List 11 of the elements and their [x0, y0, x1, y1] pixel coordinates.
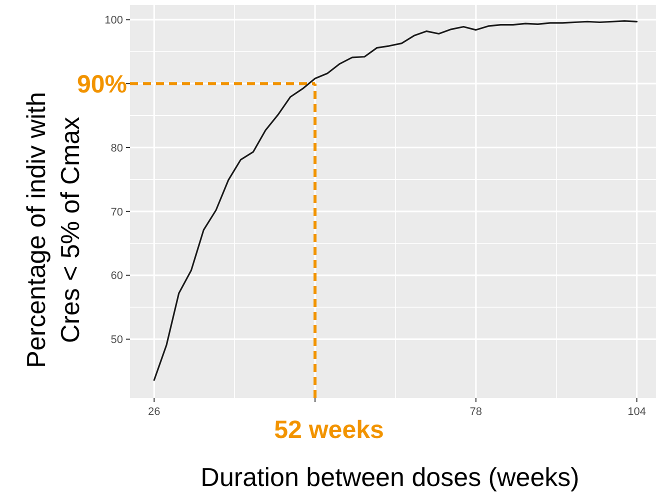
x-tick-label: 26 — [148, 406, 160, 418]
y-tick-label: 100 — [104, 14, 123, 27]
ref-line-label: 52 weeks — [274, 416, 384, 444]
x-axis-title: Duration between doses (weeks) — [200, 462, 580, 492]
y-tick-label: 50 — [110, 334, 123, 346]
x-tick-label: 78 — [470, 406, 482, 418]
line-series — [153, 20, 638, 381]
x-tick-label: 104 — [628, 406, 646, 418]
y-tick-label: 80 — [110, 142, 123, 154]
y-tick-label: 60 — [110, 270, 123, 282]
y-tick-label: 70 — [110, 206, 123, 218]
